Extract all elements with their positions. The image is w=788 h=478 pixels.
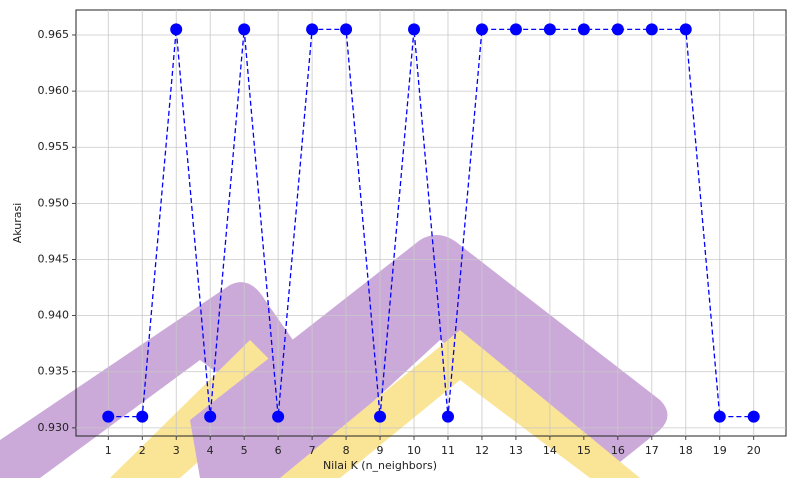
y-tick-label: 0.950 bbox=[38, 196, 70, 209]
x-tick-label: 10 bbox=[407, 444, 421, 457]
data-point bbox=[374, 411, 386, 423]
x-tick-label: 1 bbox=[105, 444, 112, 457]
x-tick-label: 19 bbox=[713, 444, 727, 457]
data-point bbox=[510, 23, 522, 35]
x-axis-label: Nilai K (n_neighbors) bbox=[323, 459, 437, 472]
chart: Nilai K (n_neighbors) Akurasi 0.930 0.935… bbox=[0, 0, 788, 478]
y-axis-label: Akurasi bbox=[11, 203, 24, 244]
data-point bbox=[714, 411, 726, 423]
data-point bbox=[306, 23, 318, 35]
watermark bbox=[0, 235, 668, 478]
data-point bbox=[612, 23, 624, 35]
x-tick-label: 2 bbox=[139, 444, 146, 457]
data-point bbox=[272, 411, 284, 423]
x-tick-label: 11 bbox=[441, 444, 455, 457]
y-tick-label: 0.965 bbox=[38, 28, 70, 41]
x-tick-label: 13 bbox=[509, 444, 523, 457]
data-point bbox=[476, 23, 488, 35]
x-tick-label: 4 bbox=[207, 444, 214, 457]
x-tick-label: 20 bbox=[747, 444, 761, 457]
x-tick-label: 7 bbox=[309, 444, 316, 457]
x-tick-label: 9 bbox=[377, 444, 384, 457]
x-tick-label: 8 bbox=[343, 444, 350, 457]
x-tick-label: 5 bbox=[241, 444, 248, 457]
x-tick-label: 15 bbox=[577, 444, 591, 457]
y-tick-label: 0.945 bbox=[38, 252, 70, 265]
data-point bbox=[136, 411, 148, 423]
data-point bbox=[680, 23, 692, 35]
data-point bbox=[170, 23, 182, 35]
data-point bbox=[544, 23, 556, 35]
data-point bbox=[340, 23, 352, 35]
data-point bbox=[442, 411, 454, 423]
y-tick-label: 0.930 bbox=[38, 421, 70, 434]
x-tick-label: 17 bbox=[645, 444, 659, 457]
x-tick-label: 6 bbox=[275, 444, 282, 457]
data-point bbox=[408, 23, 420, 35]
y-tick-label: 0.935 bbox=[38, 365, 70, 378]
data-point bbox=[748, 411, 760, 423]
x-tick-label: 3 bbox=[173, 444, 180, 457]
data-point bbox=[204, 411, 216, 423]
data-point bbox=[102, 411, 114, 423]
x-tick-label: 14 bbox=[543, 444, 557, 457]
x-tick-label: 12 bbox=[475, 444, 489, 457]
data-point bbox=[578, 23, 590, 35]
data-point bbox=[238, 23, 250, 35]
x-tick-label: 18 bbox=[679, 444, 693, 457]
y-tick-label: 0.940 bbox=[38, 309, 70, 322]
y-tick-label: 0.955 bbox=[38, 140, 70, 153]
x-tick-label: 16 bbox=[611, 444, 625, 457]
data-point bbox=[646, 23, 658, 35]
y-tick-label: 0.960 bbox=[38, 84, 70, 97]
